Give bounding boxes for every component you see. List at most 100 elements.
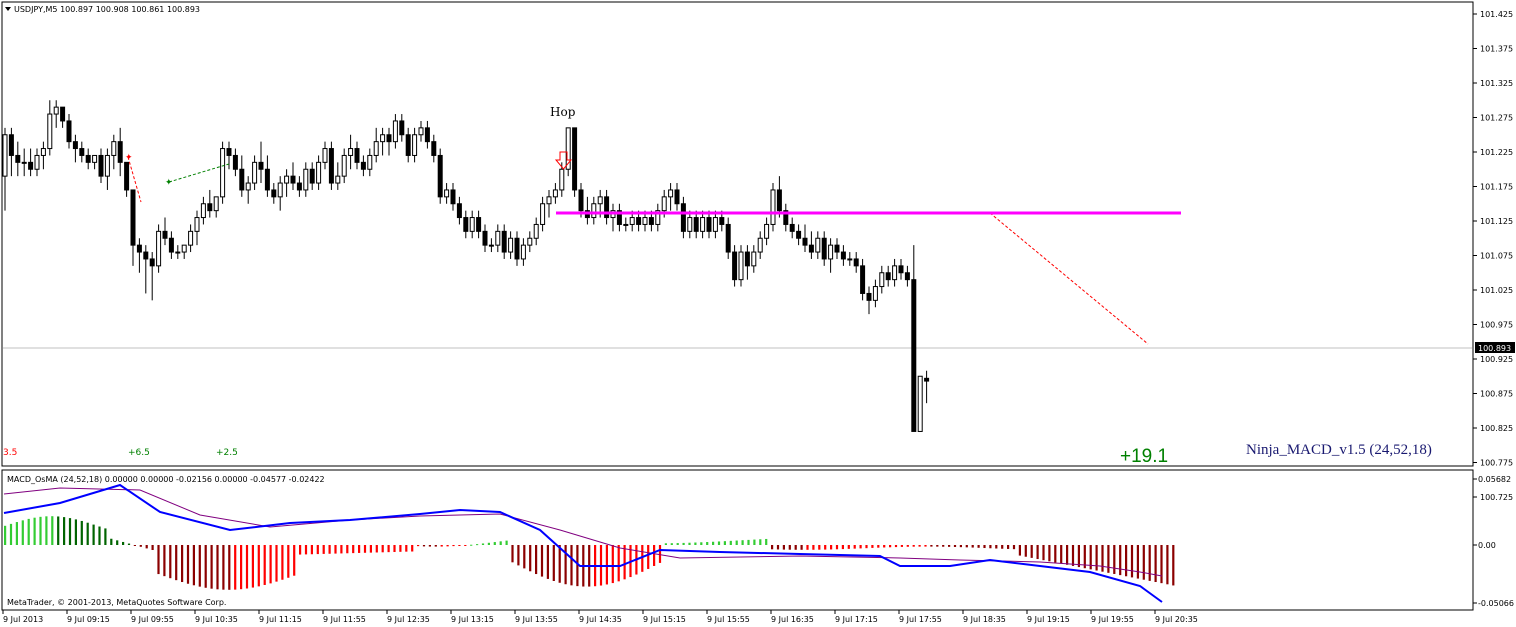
candle [482,224,488,253]
histogram-bar [1142,545,1145,580]
candles [2,100,930,432]
histogram-bar [110,538,113,545]
candle [47,100,53,156]
triangle-down-icon[interactable] [5,7,11,11]
histogram-bar [505,540,508,545]
histogram-bar [717,541,721,545]
histogram-bar [735,540,738,545]
histogram-bar [9,523,13,545]
histogram-bar [104,528,107,545]
histogram-bar [122,541,125,545]
histogram-bar [1160,545,1163,584]
histogram-bar [340,545,343,554]
histogram-bar [1012,545,1016,550]
histogram-bar [133,545,136,546]
candle [239,155,245,197]
histogram-bar [771,545,774,550]
profit-label: +19.1 [1120,446,1168,467]
candle [245,176,251,204]
candle [751,245,757,273]
trade-line-2 [168,163,230,183]
histogram-bar [210,545,213,589]
histogram-bar [322,545,325,554]
histogram-bar [275,545,278,582]
time-tick-label: 9 Jul 19:55 [1091,615,1134,624]
histogram-bar [847,545,850,549]
histogram-bar [216,545,219,590]
candle [92,154,98,170]
time-tick-label: 9 Jul 09:15 [67,615,110,624]
histogram-bar [328,545,331,554]
candle [194,210,200,246]
histogram-bar [1030,545,1033,558]
candle [565,127,571,177]
histogram-bar [1095,545,1098,571]
candle [911,245,917,432]
candle [802,224,808,253]
histogram-bar [186,545,190,584]
histogram-bar [1036,545,1039,560]
time-tick-label: 9 Jul 12:35 [387,615,430,624]
time-tick-label: 9 Jul 18:35 [963,615,1006,624]
candle [28,148,34,177]
time-tick-label: 9 Jul 13:55 [515,615,558,624]
histogram-bar [517,545,520,566]
candle [885,265,891,287]
histogram-bar [664,543,667,545]
histogram-bar [417,545,420,547]
price-tick-label: 101.275 [1480,114,1513,123]
histogram-bar [116,540,119,545]
histogram-bar [299,545,302,555]
histogram-bar [818,545,821,550]
histogram-bar [1119,545,1122,576]
time-tick-label: 9 Jul 10:35 [195,615,238,624]
candle [328,141,334,190]
histogram-bar [953,545,957,547]
candle [892,258,898,287]
candle [527,231,533,253]
candle [258,141,264,184]
histogram-bar [1077,545,1080,568]
price-tick-label: 101.175 [1480,183,1513,192]
candle [392,114,398,149]
candle [380,127,386,156]
price-axis: 101.425 101.375 101.325 101.275 101.225 101.1… [1473,10,1513,502]
time-tick-label: 9 Jul 11:55 [323,615,366,624]
candle [72,134,78,163]
current-price-box [1475,342,1515,353]
candle [117,127,123,177]
candle [21,148,27,177]
annotation-hop: Hop [550,105,576,119]
histogram-bar [1024,545,1027,557]
histogram-bar [930,545,933,547]
candle [712,210,718,239]
trade-label-2: +6.5 [128,448,150,458]
candle [533,217,539,246]
candle [815,231,821,259]
time-tick-label: 9 Jul 19:15 [1027,615,1070,624]
candle [879,265,885,294]
candle [226,141,232,170]
histogram-bar [369,545,372,553]
histogram-bar [540,545,544,577]
histogram-bar [15,522,18,545]
histogram-bar [806,545,809,550]
candle [399,114,405,142]
candle [732,245,738,287]
histogram-bar [1148,545,1151,581]
time-tick-label: 9 Jul 2013 [3,615,43,624]
histogram-bar [352,545,355,554]
candle [136,238,142,273]
histogram-bar [605,545,608,585]
candle [322,141,328,170]
candle [200,196,206,225]
candle [60,106,66,128]
candle [175,245,181,259]
candle [693,210,699,239]
histogram-bar [192,545,195,586]
trade-line-1 [127,156,142,203]
candle [79,141,85,163]
histogram-bar [204,545,207,588]
histogram-bar [889,545,892,548]
